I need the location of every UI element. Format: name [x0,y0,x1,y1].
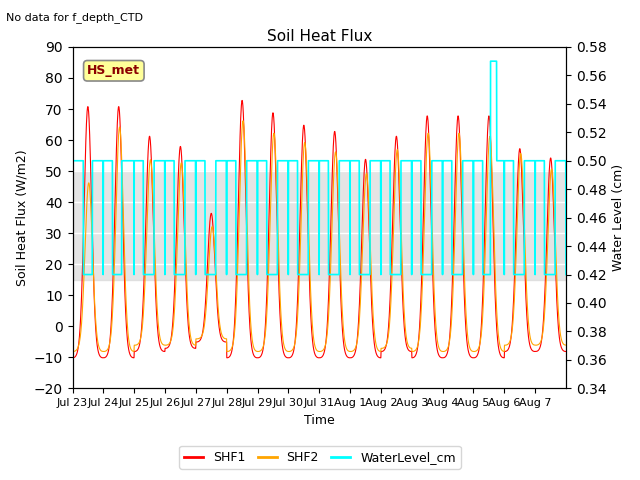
X-axis label: Time: Time [304,414,335,427]
Legend: SHF1, SHF2, WaterLevel_cm: SHF1, SHF2, WaterLevel_cm [179,446,461,469]
Y-axis label: Soil Heat Flux (W/m2): Soil Heat Flux (W/m2) [15,149,28,286]
Bar [72,171,566,280]
Text: HS_met: HS_met [87,64,140,77]
Text: No data for f_depth_CTD: No data for f_depth_CTD [6,12,143,23]
Y-axis label: Water Level (cm): Water Level (cm) [612,164,625,271]
Title: Soil Heat Flux: Soil Heat Flux [267,29,372,44]
